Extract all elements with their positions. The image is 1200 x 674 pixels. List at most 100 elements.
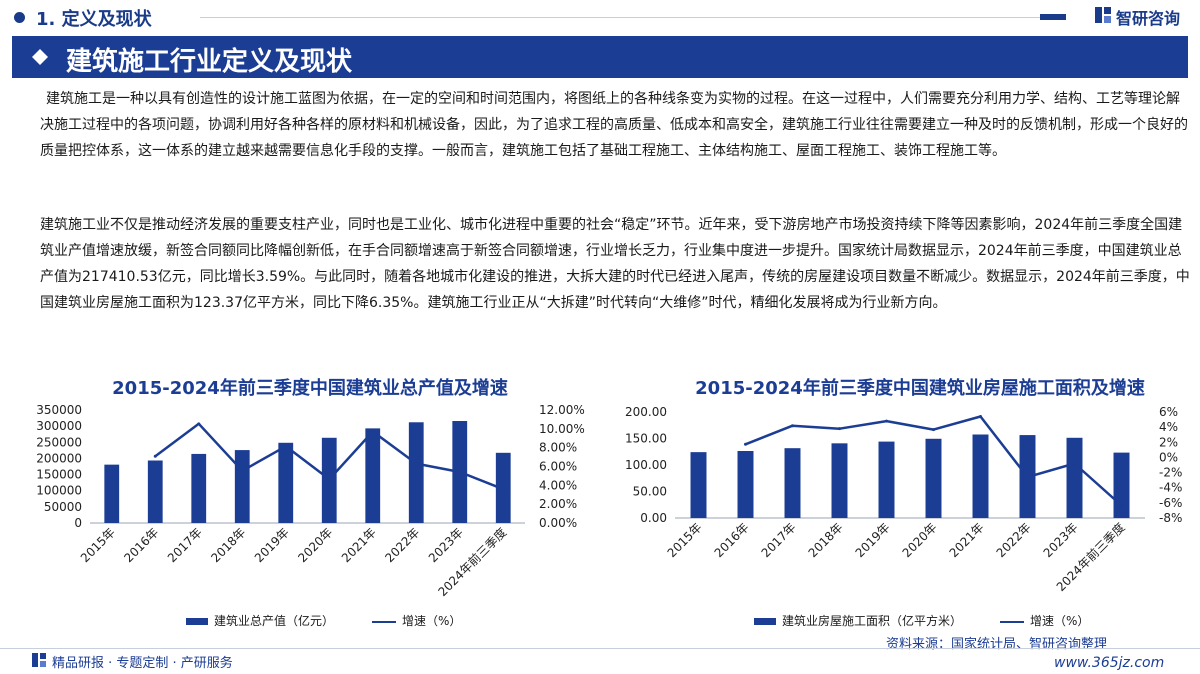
chart2-legend-line-label: 增速（%） bbox=[1030, 614, 1090, 628]
chart1-title: 2015-2024年前三季度中国建筑业总产值及增速 bbox=[112, 378, 508, 399]
chart2-right-tick: 4% bbox=[1159, 420, 1178, 434]
chart1-left-tick: 150000 bbox=[36, 468, 82, 482]
site-watermark: www.365jz.com bbox=[1054, 655, 1165, 671]
legend-line-swatch bbox=[372, 620, 397, 623]
chart1-growth-point bbox=[501, 487, 505, 491]
chart1-left-tick: 300000 bbox=[36, 419, 82, 433]
chart1-left-tick: 250000 bbox=[36, 435, 82, 449]
chart1-right-tick: 2.00% bbox=[539, 497, 577, 511]
output-value-chart: 350000 300000 250000 200000 150000 100000 5000… bbox=[36, 403, 585, 599]
chart2-category-label: 2021年 bbox=[947, 520, 987, 560]
chart2-category-label: 2017年 bbox=[759, 520, 799, 560]
chart2-bar bbox=[972, 434, 989, 518]
chart2-growth-point bbox=[979, 414, 982, 418]
chart2-right-tick: -6% bbox=[1159, 496, 1182, 510]
chart2-category-label: 2016年 bbox=[712, 520, 752, 560]
chart2-right-tick: -4% bbox=[1159, 481, 1182, 495]
chart1-legend-line-label: 增速（%） bbox=[402, 614, 462, 628]
chart2-bar bbox=[784, 448, 801, 518]
chart1-category-label: 2019年 bbox=[252, 525, 292, 565]
brand-logo-icon bbox=[1095, 7, 1111, 23]
chart1-right-tick: 12.00% bbox=[539, 403, 585, 417]
chart1-bar bbox=[278, 442, 294, 523]
legend-bar-swatch bbox=[754, 618, 776, 625]
chart2-growth-point bbox=[932, 428, 935, 432]
chart2-left-tick: 100.00 bbox=[625, 458, 667, 472]
chart1-right-tick: 10.00% bbox=[539, 422, 585, 436]
chart2-bar bbox=[925, 438, 942, 518]
chart1-category-label: 2015年 bbox=[78, 525, 118, 565]
brand-name: 智研咨询 bbox=[1116, 9, 1181, 28]
chart2-category-label: 2018年 bbox=[806, 520, 846, 560]
bullet-icon bbox=[14, 12, 25, 23]
chart2-bar bbox=[690, 452, 707, 518]
chart2-bar bbox=[1113, 452, 1130, 518]
chart1-category-label: 2018年 bbox=[208, 525, 248, 565]
section-title: 1. 定义及现状 bbox=[36, 9, 152, 30]
title-banner: 建筑施工行业定义及现状 bbox=[12, 36, 1188, 78]
chart2-growth-point bbox=[744, 442, 747, 446]
chart2-growth-point bbox=[791, 424, 794, 428]
footer-tagline: 精品研报 · 专题定制 · 产研服务 bbox=[52, 656, 233, 671]
chart1-left-tick: 50000 bbox=[44, 500, 82, 514]
chart2-left-tick: 200.00 bbox=[625, 405, 667, 419]
chart1-growth-point bbox=[284, 444, 288, 448]
chart2-legend: 建筑业房屋施工面积（亿平方米） 增速（%） bbox=[754, 612, 1089, 629]
chart1-bar bbox=[147, 460, 163, 523]
chart2-right-tick: -2% bbox=[1159, 466, 1182, 480]
chart2-category-label: 2023年 bbox=[1041, 520, 1081, 560]
chart1-growth-point bbox=[240, 469, 244, 473]
chart1-category-label: 2022年 bbox=[382, 525, 422, 565]
header-divider bbox=[200, 17, 1040, 18]
chart1-right-tick: 0.00% bbox=[539, 516, 577, 530]
footer-logo-icon bbox=[32, 653, 46, 667]
chart1-category-label: 2017年 bbox=[165, 525, 205, 565]
chart1-left-tick: 0 bbox=[74, 516, 82, 530]
chart1-bar bbox=[191, 453, 207, 523]
chart1-growth-point bbox=[414, 462, 418, 466]
chart1-bar bbox=[104, 464, 120, 523]
chart1-right-tick: 4.00% bbox=[539, 478, 577, 492]
chart2-bar bbox=[878, 441, 895, 518]
chart1-category-label: 2021年 bbox=[339, 525, 379, 565]
chart2-category-label: 2019年 bbox=[853, 520, 893, 560]
chart1-left-tick: 100000 bbox=[36, 484, 82, 498]
chart1-legend-bar-label: 建筑业总产值（亿元） bbox=[214, 614, 335, 628]
chart1-legend: 建筑业总产值（亿元） 增速（%） bbox=[186, 612, 461, 629]
chart1-category-label: 2016年 bbox=[121, 525, 161, 565]
chart2-bar bbox=[831, 443, 848, 518]
chart1-growth-point bbox=[458, 470, 462, 474]
footer-divider bbox=[0, 648, 1200, 649]
data-source: 资料来源：国家统计局、智研咨询整理 bbox=[886, 637, 1108, 652]
chart2-left-tick: 50.00 bbox=[633, 485, 667, 499]
chart2-legend-bar-label: 建筑业房屋施工面积（亿平方米） bbox=[782, 614, 963, 628]
intro-paragraph: 建筑施工是一种以具有创造性的设计施工蓝图为依据，在一定的空间和时间范围内，将图纸… bbox=[40, 91, 1188, 159]
chart1-category-label: 2020年 bbox=[295, 525, 335, 565]
chart2-right-tick: 0% bbox=[1159, 450, 1178, 464]
chart1-right-tick: 6.00% bbox=[539, 460, 577, 474]
chart1-left-tick: 350000 bbox=[36, 403, 82, 417]
chart2-bar bbox=[1066, 437, 1083, 518]
chart2-growth-point bbox=[885, 419, 888, 423]
chart2-category-label: 2020年 bbox=[900, 520, 940, 560]
header-divider-accent bbox=[1040, 14, 1066, 20]
chart1-bar bbox=[365, 428, 381, 523]
status-paragraph: 建筑施工业不仅是推动经济发展的重要支柱产业，同时也是工业化、城市化进程中重要的社… bbox=[40, 217, 1190, 311]
chart2-growth-point bbox=[1120, 504, 1123, 508]
chart2-left-tick: 150.00 bbox=[625, 432, 667, 446]
chart2-growth-point bbox=[1073, 461, 1076, 465]
chart1-growth-point bbox=[197, 422, 201, 426]
chart1-left-tick: 200000 bbox=[36, 451, 82, 465]
construction-area-chart: 200.00 150.00 100.00 50.00 0.00 6%4%2%0% -2%-4… bbox=[625, 405, 1182, 594]
chart2-growth-point bbox=[838, 427, 841, 431]
diamond-icon bbox=[32, 49, 48, 65]
chart1-growth-point bbox=[153, 454, 157, 458]
chart2-bar bbox=[737, 450, 754, 518]
top-header: 1. 定义及现状 智研咨询 bbox=[0, 0, 1200, 36]
chart2-right-tick: -8% bbox=[1159, 511, 1182, 525]
chart1-growth-point bbox=[371, 429, 375, 433]
chart2-right-tick: 6% bbox=[1159, 405, 1178, 419]
chart1-category-label: 2023年 bbox=[426, 525, 466, 565]
chart2-title: 2015-2024年前三季度中国建筑业房屋施工面积及增速 bbox=[695, 378, 1145, 399]
chart2-category-label: 2022年 bbox=[994, 520, 1034, 560]
